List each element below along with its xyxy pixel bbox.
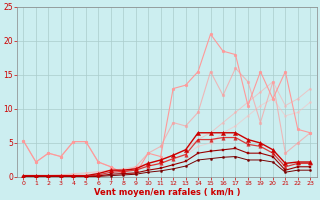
X-axis label: Vent moyen/en rafales ( km/h ): Vent moyen/en rafales ( km/h ) [94, 188, 240, 197]
